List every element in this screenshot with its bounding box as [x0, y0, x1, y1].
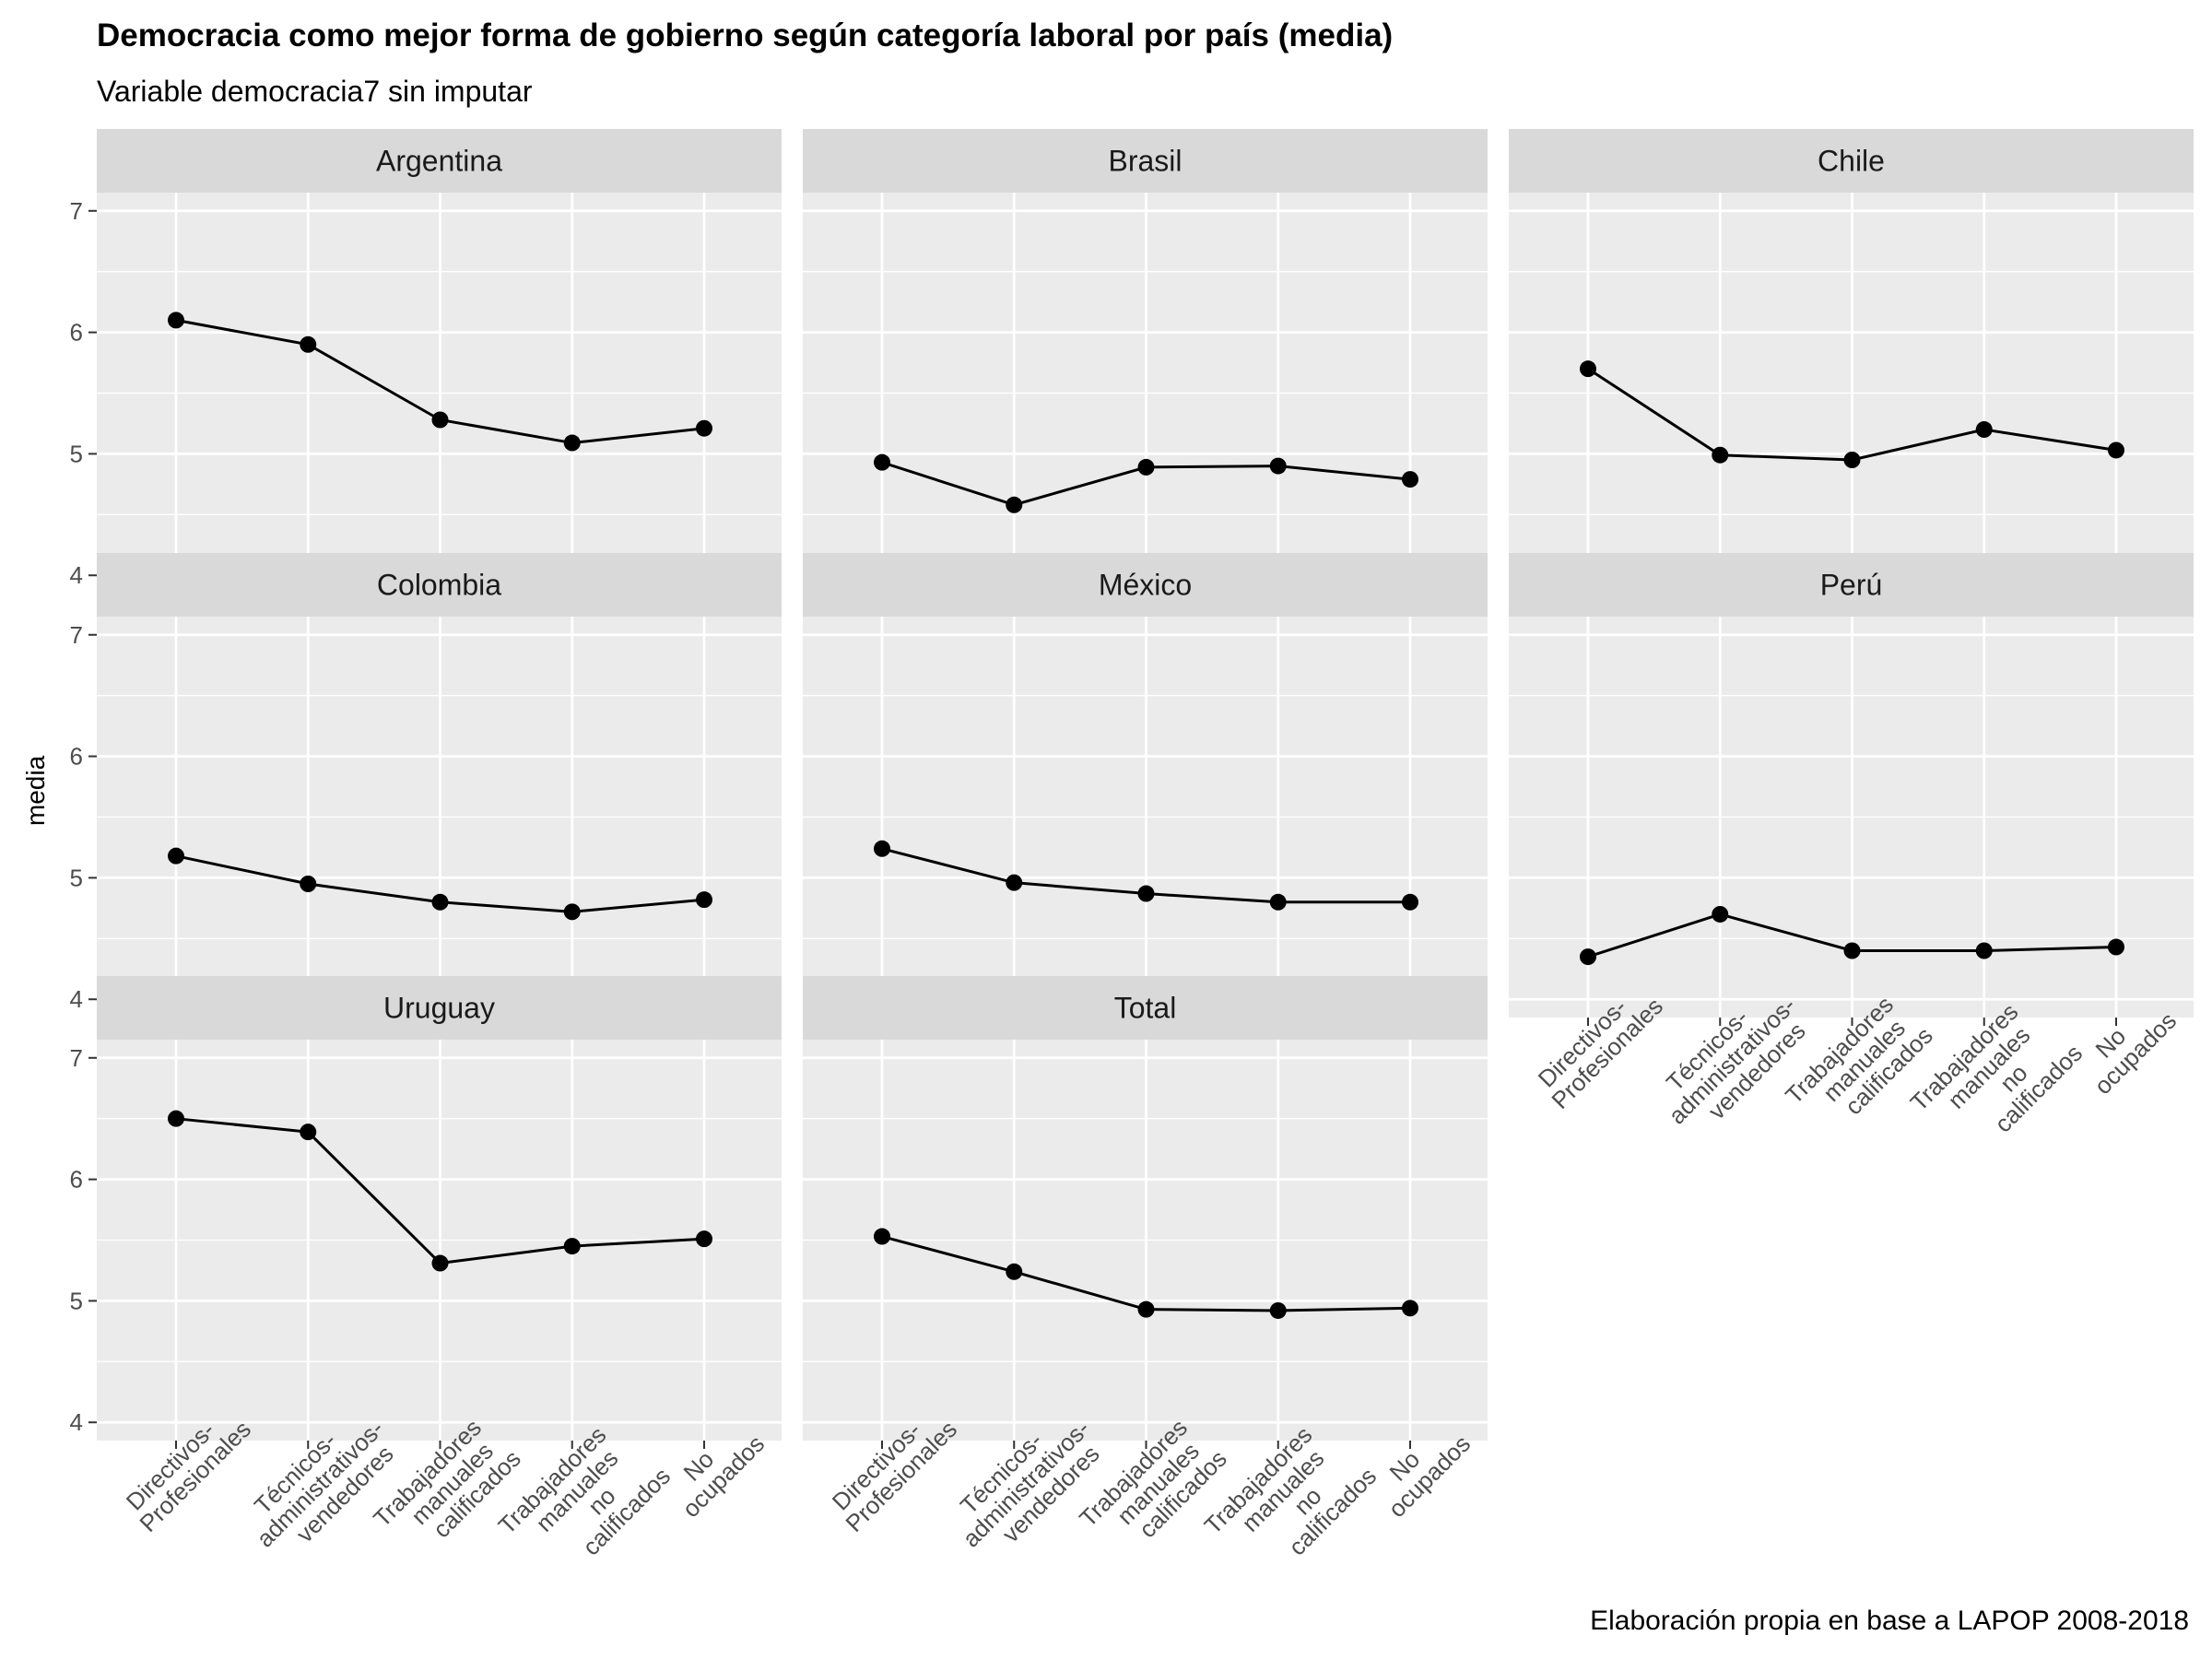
strip-peru — [1509, 553, 2194, 617]
strip-chile — [1509, 129, 2194, 193]
data-point-peru — [1975, 942, 1993, 959]
strip-label-uruguay: Uruguay — [383, 992, 495, 1025]
data-point-mexico — [1006, 874, 1023, 891]
strip-label-chile: Chile — [1818, 145, 1885, 178]
data-point-peru — [1580, 948, 1596, 966]
data-point-brasil — [1402, 471, 1418, 488]
data-point-total — [1269, 1301, 1287, 1319]
chart-subtitle: Variable democracia7 sin imputar — [97, 75, 533, 108]
data-point-total — [874, 1228, 890, 1245]
strip-uruguay — [97, 976, 782, 1040]
data-point-chile — [1712, 446, 1729, 464]
y-tick-label: 4 — [70, 985, 83, 1013]
data-point-argentina — [696, 419, 712, 437]
data-point-mexico — [1137, 885, 1155, 902]
y-tick-label: 6 — [70, 1166, 83, 1194]
data-point-uruguay — [300, 1124, 317, 1141]
y-tick-label: 4 — [70, 561, 83, 589]
data-point-brasil — [1137, 458, 1155, 476]
strip-label-total: Total — [1114, 992, 1177, 1025]
data-point-chile — [2108, 441, 2124, 459]
data-point-peru — [1712, 905, 1729, 923]
strip-brasil — [803, 129, 1488, 193]
data-point-brasil — [874, 453, 890, 471]
chart-caption: Elaboración propia en base a LAPOP 2008-… — [1590, 1606, 2189, 1636]
y-tick-label: 5 — [70, 440, 83, 467]
y-tick-label: 5 — [70, 864, 83, 891]
strip-colombia — [97, 553, 782, 617]
y-tick-label: 7 — [70, 1044, 83, 1072]
data-point-chile — [1843, 452, 1861, 468]
data-point-peru — [1843, 942, 1861, 959]
data-point-argentina — [168, 312, 184, 329]
chart-title: Democracia como mejor forma de gobierno … — [97, 18, 1393, 53]
data-point-total — [1137, 1300, 1155, 1318]
strip-label-mexico: México — [1099, 569, 1192, 602]
strip-label-colombia: Colombia — [377, 569, 501, 602]
data-point-argentina — [563, 434, 581, 452]
y-tick-label: 6 — [70, 319, 83, 347]
data-point-uruguay — [563, 1238, 581, 1255]
data-point-uruguay — [168, 1110, 184, 1127]
data-point-colombia — [168, 847, 184, 865]
data-point-mexico — [874, 840, 890, 857]
facet-peru: PerúDirectivos-ProfesionalesTécnicos-adm… — [1509, 553, 2194, 1137]
data-point-uruguay — [696, 1230, 712, 1248]
data-point-argentina — [431, 411, 449, 429]
data-point-mexico — [1402, 893, 1418, 911]
facet-colombia: Colombia 4 5 6 7 — [70, 553, 782, 1026]
strip-mexico — [803, 553, 1488, 617]
strip-label-argentina: Argentina — [376, 145, 502, 178]
y-tick-label: 4 — [70, 1408, 83, 1436]
strip-argentina — [97, 129, 782, 193]
strip-label-brasil: Brasil — [1108, 145, 1182, 178]
data-point-chile — [1580, 360, 1596, 378]
facet-brasil: Brasil — [803, 129, 1488, 602]
data-point-chile — [1975, 421, 1993, 439]
data-point-colombia — [563, 903, 581, 921]
y-tick-label: 5 — [70, 1287, 83, 1314]
data-point-total — [1402, 1300, 1418, 1317]
facet-mexico: México — [803, 553, 1488, 1026]
data-point-brasil — [1006, 496, 1023, 513]
data-point-total — [1006, 1263, 1023, 1280]
facet-argentina: Argentina 4 5 6 7 — [70, 129, 782, 602]
data-point-mexico — [1269, 893, 1287, 911]
y-tick-label: 7 — [70, 621, 83, 649]
data-point-colombia — [300, 876, 317, 892]
y-tick-label: 6 — [70, 743, 83, 771]
facet-panels: Argentina 4 5 6 7 Brasil Chile Colombia 4 5 6 7 Méxi… — [70, 129, 2194, 1560]
facet-total: TotalDirectivos-ProfesionalesTécnicos-ad… — [803, 976, 1488, 1560]
data-point-brasil — [1269, 457, 1287, 475]
data-point-colombia — [696, 891, 712, 909]
strip-total — [803, 976, 1488, 1040]
strip-label-peru: Perú — [1820, 569, 1883, 602]
y-axis-title: media — [21, 755, 50, 826]
data-point-colombia — [431, 893, 449, 911]
data-point-argentina — [300, 335, 317, 353]
data-point-uruguay — [431, 1254, 449, 1272]
facet-chile: Chile — [1509, 129, 2194, 602]
facet-uruguay: Uruguay4567Directivos-ProfesionalesTécni… — [70, 976, 782, 1560]
data-point-peru — [2108, 938, 2124, 956]
y-tick-label: 7 — [70, 197, 83, 225]
